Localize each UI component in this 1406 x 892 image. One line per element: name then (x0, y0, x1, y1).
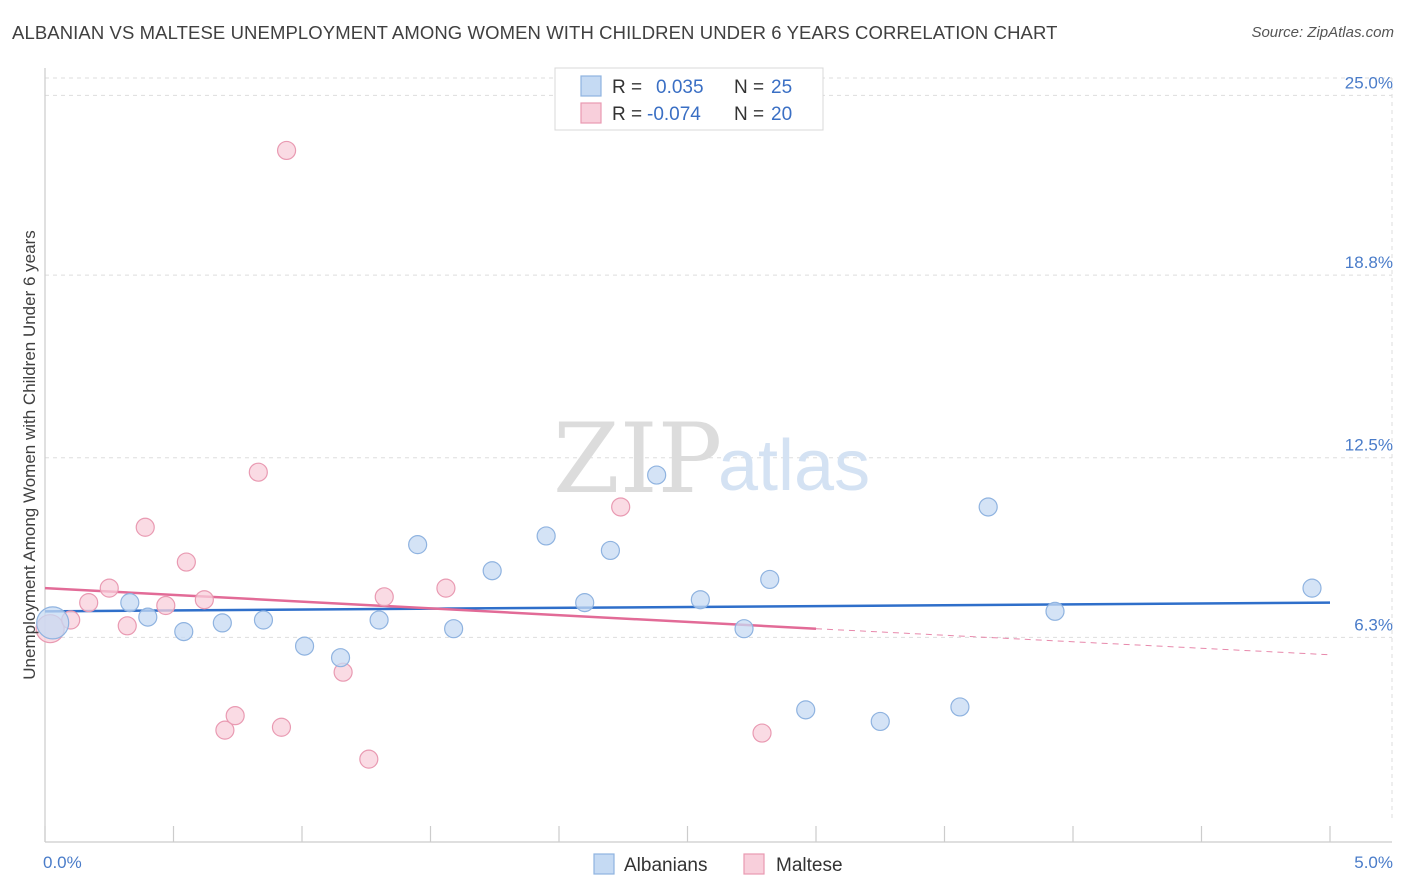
legend-n-value-maltese: 20 (771, 104, 792, 125)
point-maltese (156, 595, 176, 616)
legend-n-label-maltese: N = (734, 104, 764, 125)
legend-swatch-albanians-bottom (593, 853, 615, 875)
legend-swatch-albanians (580, 75, 602, 97)
watermark: ZIP atlas (553, 403, 870, 515)
point-albanians (482, 561, 502, 581)
point-maltese (99, 578, 119, 598)
chart-title: ALBANIAN VS MALTESE UNEMPLOYMENT AMONG W… (12, 22, 1058, 43)
point-albanians (978, 497, 998, 517)
legend-r-label-albanians: R = (612, 77, 642, 98)
point-maltese (215, 720, 235, 740)
point-albanians (870, 711, 890, 732)
legend-swatch-maltese (580, 102, 602, 124)
point-maltese (248, 462, 268, 482)
data-points (35, 140, 1322, 769)
trend-line-maltese (44, 586, 817, 630)
point-maltese (436, 578, 456, 598)
point-maltese (135, 517, 155, 537)
point-maltese (276, 140, 297, 161)
legend-n-value-albanians: 25 (771, 77, 792, 98)
y-axis-label: Unemployment Among Women with Children U… (20, 230, 39, 679)
watermark-atlas: atlas (718, 426, 870, 506)
trend-line-maltese-extension (815, 628, 1331, 656)
point-maltese (359, 749, 379, 769)
point-maltese (374, 587, 394, 607)
point-albanians (138, 607, 158, 627)
point-albanians (294, 636, 315, 656)
point-albanians (330, 648, 351, 668)
point-albanians (120, 593, 140, 613)
point-albanians (369, 610, 389, 630)
point-albanians (690, 590, 710, 610)
point-maltese (176, 552, 196, 572)
point-maltese (194, 590, 214, 610)
point-maltese (117, 616, 137, 636)
legend-label-albanians: Albanians (624, 855, 707, 876)
point-maltese (271, 717, 292, 737)
point-maltese (79, 593, 99, 613)
x-tick-label: 0.0% (43, 853, 82, 872)
point-albanians (212, 613, 232, 633)
axes (44, 68, 1392, 843)
y-tick-label: 18.8% (1345, 253, 1393, 272)
point-albanians (600, 540, 621, 561)
y-tick-label: 25.0% (1345, 73, 1393, 92)
point-albanians (796, 700, 816, 720)
axis-ticks: 6.3% 12.5% 18.8% 25.0% 0.0% 5.0% (43, 73, 1393, 872)
series-legend: Albanians Maltese (593, 853, 843, 876)
point-maltese (225, 706, 245, 726)
trend-lines (44, 586, 1331, 656)
point-albanians (950, 697, 970, 717)
point-albanians (647, 465, 667, 485)
point-albanians (575, 593, 595, 613)
trend-line-albanians (44, 601, 1331, 613)
point-albanians (536, 526, 556, 546)
point-albanians (734, 619, 754, 639)
point-albanians (253, 610, 274, 630)
watermark-zip: ZIP (553, 403, 722, 515)
x-tick-label: 5.0% (1354, 853, 1393, 872)
legend-swatch-maltese-bottom (743, 853, 765, 875)
y-tick-label: 6.3% (1354, 615, 1393, 634)
legend-label-maltese: Maltese (776, 855, 843, 876)
y-tick-label: 12.5% (1345, 436, 1393, 455)
point-albanians (1045, 601, 1065, 621)
point-albanians (408, 535, 428, 555)
legend-r-value-maltese: -0.074 (647, 104, 701, 125)
legend-r-label-maltese: R = (612, 104, 642, 125)
correlation-legend: R = 0.035 N = 25 R = -0.074 N = 20 (554, 67, 824, 131)
legend-n-label-albanians: N = (734, 77, 764, 98)
point-albanians (1302, 578, 1322, 598)
point-albanians (174, 622, 194, 642)
point-maltese (611, 497, 631, 517)
point-albanians (36, 606, 70, 640)
source-label: Source: ZipAtlas.com (1251, 24, 1394, 41)
legend-r-value-albanians: 0.035 (656, 77, 704, 98)
point-albanians (444, 619, 464, 639)
point-maltese (752, 723, 772, 743)
point-albanians (760, 569, 780, 590)
